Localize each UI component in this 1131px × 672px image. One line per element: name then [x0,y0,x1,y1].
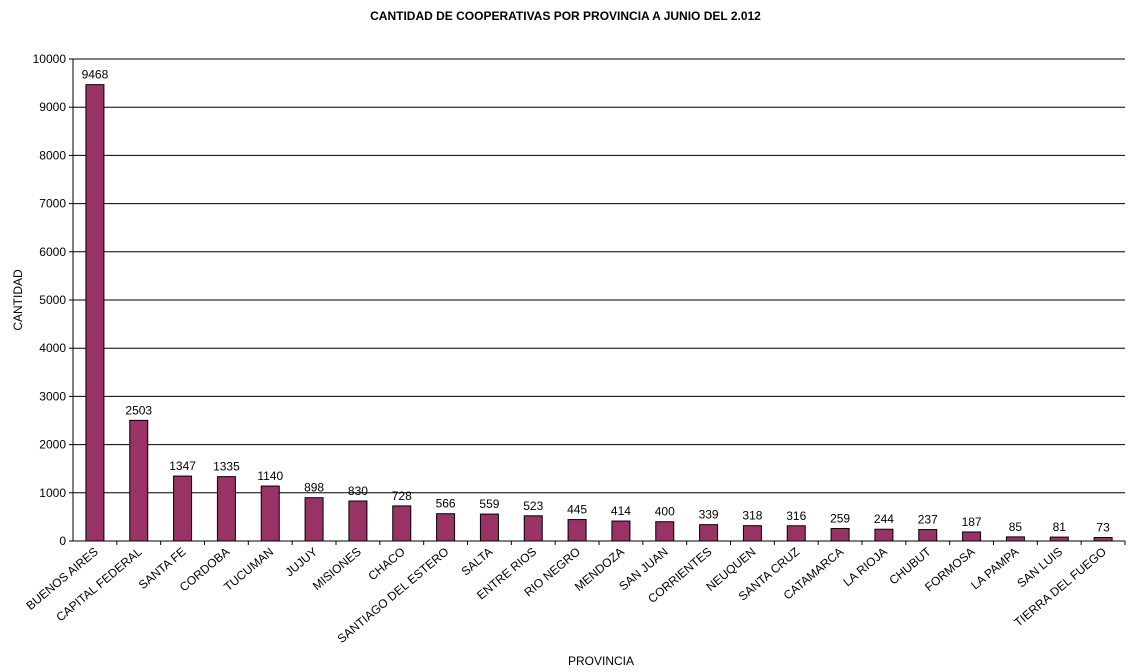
data-label: 339 [699,508,719,522]
y-tick-label: 2000 [39,438,66,452]
x-tick-label: JUJUY [282,545,320,580]
bar [392,505,412,542]
y-tick-label: 9000 [39,100,66,114]
bars [85,84,1113,542]
bar [962,531,982,542]
data-label: 187 [962,515,982,529]
x-tick-label: LA RIOJA [840,545,889,590]
x-tick-label: CHACO [365,545,407,584]
data-label: 316 [786,509,806,523]
chart-title: CANTIDAD DE COOPERATIVAS POR PROVINCIA A… [370,9,761,23]
bar [1005,536,1025,542]
bar [918,529,938,542]
bar [216,476,236,542]
y-tick-label: 3000 [39,389,66,403]
y-tick-label: 4000 [39,341,66,355]
data-label: 244 [874,512,894,526]
data-label: 259 [830,512,850,526]
bar [173,475,193,542]
bar [567,519,587,542]
bar [85,84,105,542]
y-tick-label: 7000 [39,197,66,211]
axes [69,58,1126,545]
data-label: 81 [1053,520,1067,534]
data-label: 1335 [213,460,240,474]
data-label: 9468 [82,68,109,82]
bar [655,521,675,542]
bar [479,513,499,542]
data-label: 85 [1009,520,1023,534]
y-axis-title: CANTIDAD [11,269,25,331]
bar [129,419,149,542]
bar [1049,536,1069,542]
y-tick-label: 5000 [39,293,66,307]
bar [611,520,631,542]
x-tick-label: BUENOS AIRES [23,545,100,613]
x-tick-label: MISIONES [310,545,364,593]
bar [699,524,719,542]
gridlines [73,58,1125,494]
data-label: 830 [348,484,368,498]
bar [830,528,850,542]
y-tick-label: 8000 [39,148,66,162]
data-label: 237 [918,513,938,527]
bar [348,500,368,542]
bar [523,515,543,542]
bar [874,528,894,542]
data-label: 73 [1096,520,1110,534]
y-tick-label: 0 [59,534,66,548]
data-label: 400 [655,505,675,519]
x-tick-label: SALTA [459,545,496,579]
data-label: 566 [436,497,456,511]
x-axis-title: PROVINCIA [568,654,634,668]
data-label: 898 [304,481,324,495]
bar [742,525,762,542]
data-label: 1140 [257,469,283,483]
data-label: 2503 [125,403,152,417]
data-label: 445 [567,503,587,517]
data-label: 559 [479,497,499,511]
bar [1093,536,1113,542]
y-tick-label: 10000 [33,52,67,66]
data-label: 523 [523,499,543,513]
y-tick-label: 6000 [39,245,66,259]
data-label: 318 [742,509,762,523]
labels: 0 1000 2000 3000 4000 5000 6000 7000 8000 9000 100… [23,52,1110,646]
bar [436,513,456,542]
bar [786,525,806,542]
x-tick-label: LA PAMPA [968,545,1021,593]
bar [260,485,280,542]
data-label: 1347 [169,459,196,473]
data-label: 728 [392,489,412,503]
bar [304,497,324,542]
y-tick-label: 1000 [39,486,66,500]
data-label: 414 [611,504,631,518]
